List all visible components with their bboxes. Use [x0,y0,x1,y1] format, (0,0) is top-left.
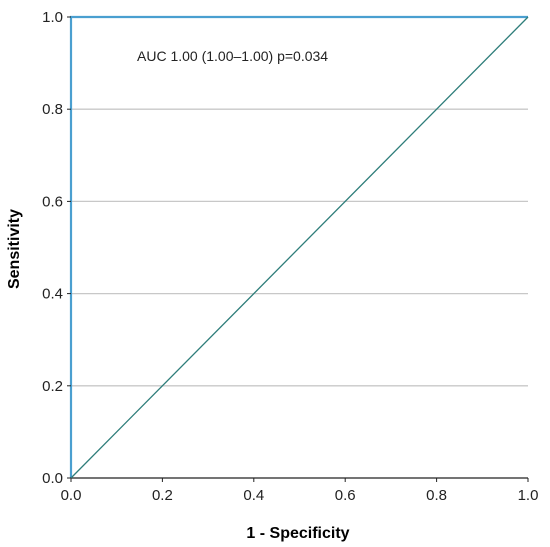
y-tick-label-5: 1.0 [42,9,63,26]
reference-line [70,16,529,479]
x-tick-label-4: 0.8 [426,487,447,504]
y-tick-label-2: 0.4 [42,286,63,303]
ticks-layer: 0.0 0.2 0.4 0.6 0.8 1.0 0.0 0.2 0.4 0.6 0.8 1.0 [42,9,538,504]
y-axis-title: Sensitivity [6,209,23,289]
y-tick-label-4: 0.8 [42,101,63,118]
x-axis-title: 1 - Specificity [246,525,349,542]
x-tick-label-1: 0.2 [152,487,173,504]
x-tick-label-2: 0.4 [243,487,264,504]
x-tick-label-5: 1.0 [518,487,539,504]
x-tick-label-3: 0.6 [335,487,356,504]
y-tick-label-0: 0.0 [42,470,63,487]
y-tick-label-3: 0.6 [42,193,63,210]
x-tick-label-0: 0.0 [61,487,82,504]
annotation-auc: AUC 1.00 (1.00–1.00) p=0.034 [137,48,328,64]
y-tick-label-1: 0.2 [42,378,63,395]
